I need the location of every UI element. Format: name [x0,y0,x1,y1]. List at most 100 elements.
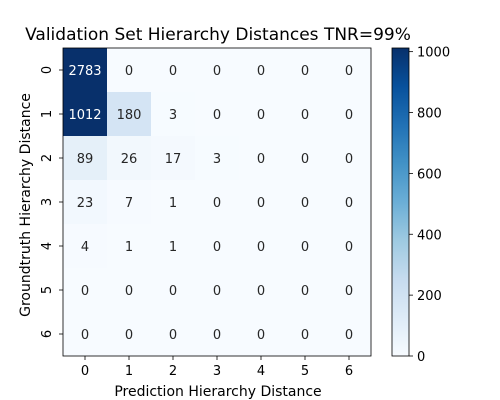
cell-label-r4-c6: 0 [345,240,353,255]
cell-r5-c6 [327,268,371,312]
cell-r6-c3 [195,312,239,356]
colorbar-tick-label-1: 200 [417,289,442,304]
cell-label-r4-c2: 1 [169,240,177,255]
cell-r1-c3 [195,92,239,136]
x-tick-label-3: 3 [213,364,221,379]
cell-label-r2-c1: 26 [121,152,138,167]
cell-label-r0-c3: 0 [213,64,221,79]
x-tick-label-4: 4 [257,364,265,379]
cell-label-r3-c6: 0 [345,196,353,211]
y-tick-label-0: 0 [40,66,55,74]
cell-r4-c0 [63,224,107,268]
colorbar-tick-label-0: 0 [417,350,425,365]
cell-r6-c1 [107,312,151,356]
cell-label-r5-c3: 0 [213,284,221,299]
colorbar-tick-label-5: 1000 [417,46,450,61]
cell-label-r1-c2: 3 [169,108,177,123]
cell-label-r5-c5: 0 [301,284,309,299]
cell-r2-c2 [151,136,195,180]
cell-label-r3-c1: 7 [125,196,133,211]
colorbar-tick-label-4: 800 [417,107,442,122]
cell-label-r5-c4: 0 [257,284,265,299]
cell-r0-c3 [195,48,239,92]
cell-r5-c1 [107,268,151,312]
cell-r1-c5 [283,92,327,136]
cell-label-r5-c0: 0 [81,284,89,299]
cell-label-r2-c3: 3 [213,152,221,167]
colorbar-tick-label-2: 400 [417,228,442,243]
cell-r0-c5 [283,48,327,92]
cell-label-r6-c3: 0 [213,328,221,343]
cell-r4-c5 [283,224,327,268]
cell-r2-c4 [239,136,283,180]
cell-r2-c5 [283,136,327,180]
cell-label-r2-c2: 17 [165,152,182,167]
cell-label-r0-c1: 0 [125,64,133,79]
cell-r2-c1 [107,136,151,180]
cell-label-r3-c0: 23 [77,196,94,211]
cell-label-r6-c1: 0 [125,328,133,343]
cell-r1-c2 [151,92,195,136]
cell-label-r3-c2: 1 [169,196,177,211]
cell-r3-c0 [63,180,107,224]
cell-r1-c4 [239,92,283,136]
cell-r3-c6 [327,180,371,224]
cell-r3-c5 [283,180,327,224]
cell-label-r6-c5: 0 [301,328,309,343]
cell-r5-c3 [195,268,239,312]
cell-r6-c2 [151,312,195,356]
y-tick-label-6: 6 [40,330,55,338]
cell-label-r2-c5: 0 [301,152,309,167]
cell-label-r4-c0: 4 [81,240,89,255]
cell-label-r6-c4: 0 [257,328,265,343]
cell-label-r2-c6: 0 [345,152,353,167]
cell-r3-c2 [151,180,195,224]
colorbar: 0 200 400 600 800 1000 [391,46,450,365]
cell-r6-c6 [327,312,371,356]
cell-label-r0-c5: 0 [301,64,309,79]
cell-label-r4-c5: 0 [301,240,309,255]
heatmap-cells: 2783 0 0 0 0 0 0 1012 180 3 0 0 0 0 89 26 17 3 0 0 0 23 7 1 0 0 0 0… [62,47,372,357]
cell-label-r0-c6: 0 [345,64,353,79]
x-tick-label-0: 0 [81,364,89,379]
colorbar-gradient [391,47,410,357]
cell-r4-c6 [327,224,371,268]
cell-label-r1-c0: 1012 [68,108,101,123]
y-tick-label-4: 4 [40,242,55,250]
cell-r0-c1 [107,48,151,92]
x-tick-label-2: 2 [169,364,177,379]
cell-r0-c0 [63,48,107,92]
cell-r4-c4 [239,224,283,268]
cell-r5-c5 [283,268,327,312]
y-tick-label-2: 2 [40,154,55,162]
y-tick-label-1: 1 [40,110,55,118]
cell-label-r1-c5: 0 [301,108,309,123]
cell-label-r1-c3: 0 [213,108,221,123]
cell-label-r4-c4: 0 [257,240,265,255]
cell-r6-c5 [283,312,327,356]
cell-r2-c6 [327,136,371,180]
cell-label-r5-c1: 0 [125,284,133,299]
cell-label-r1-c4: 0 [257,108,265,123]
colorbar-tick-label-3: 600 [417,167,442,182]
cell-label-r1-c1: 180 [117,108,142,123]
chart-title: Validation Set Hierarchy Distances TNR=9… [25,25,411,45]
cell-label-r6-c2: 0 [169,328,177,343]
cell-r1-c1 [107,92,151,136]
cell-r0-c2 [151,48,195,92]
x-tick-label-6: 6 [345,364,353,379]
cell-r0-c6 [327,48,371,92]
cell-r5-c2 [151,268,195,312]
cell-r0-c4 [239,48,283,92]
cell-label-r3-c5: 0 [301,196,309,211]
y-tick-label-3: 3 [40,198,55,206]
cell-label-r3-c3: 0 [213,196,221,211]
cell-label-r6-c6: 0 [345,328,353,343]
cell-r1-c6 [327,92,371,136]
cell-label-r3-c4: 0 [257,196,265,211]
cell-r5-c4 [239,268,283,312]
cell-label-r4-c1: 1 [125,240,133,255]
cell-r6-c4 [239,312,283,356]
cell-label-r0-c0: 2783 [68,64,101,79]
cell-label-r0-c4: 0 [257,64,265,79]
